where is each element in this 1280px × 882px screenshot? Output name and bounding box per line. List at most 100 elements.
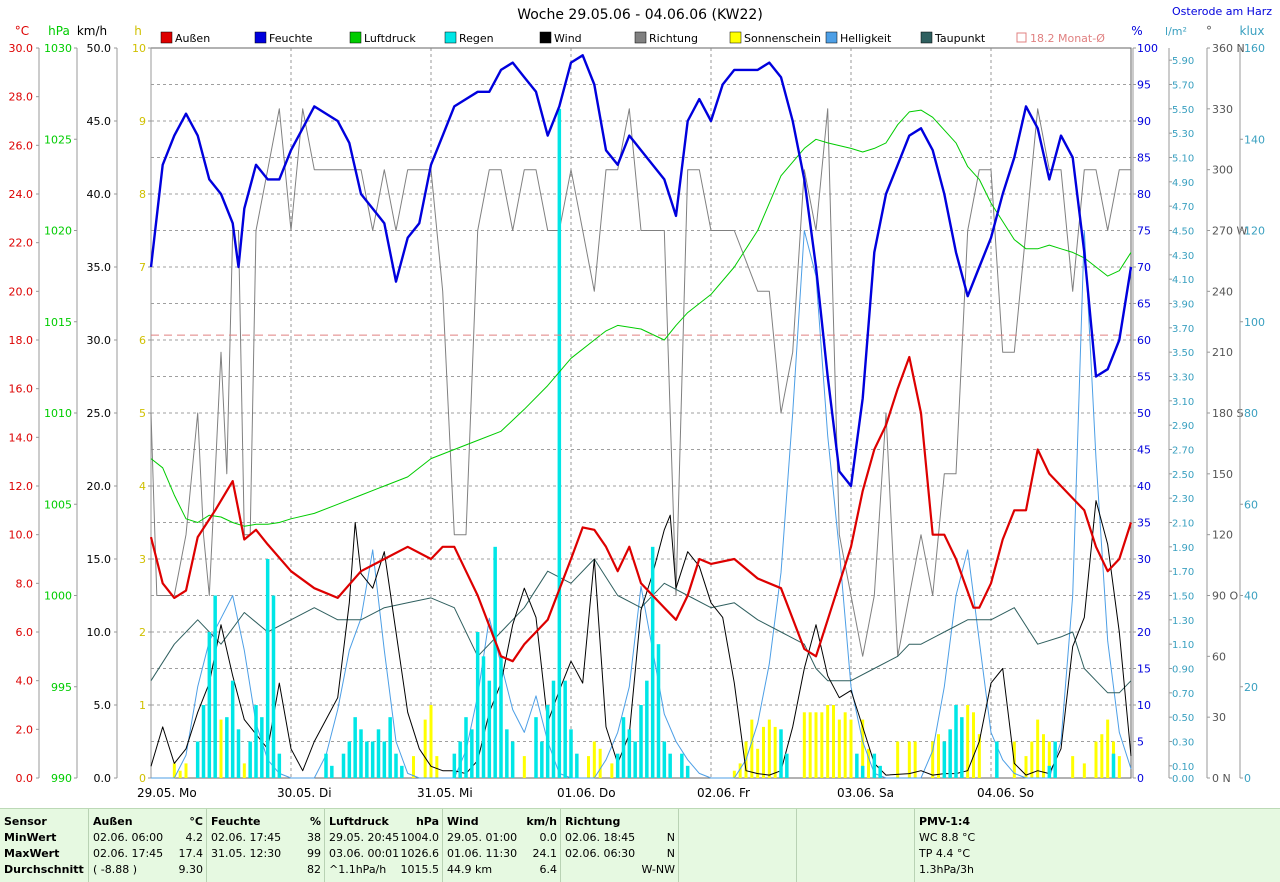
rain-bar — [942, 741, 947, 778]
sunshine-bar — [172, 763, 176, 778]
temp-tick-label: 6.0 — [16, 626, 34, 639]
rain-bar — [458, 741, 462, 778]
x-axis-day-label: 29.05. Mo — [137, 786, 197, 800]
stats-luftdruck-unit: hPa — [415, 815, 439, 828]
direction-tick-label: 0 N — [1212, 772, 1231, 785]
rain-bar — [353, 717, 357, 778]
sunshine-bar — [435, 756, 439, 778]
sunshine-bar — [732, 770, 736, 778]
sunshine-tick-label: 0 — [139, 772, 146, 785]
stats-feuchte-min-time: 02.06. 17:45 — [211, 831, 282, 844]
stats-feuchte-max-time: 31.05. 12:30 — [211, 847, 282, 860]
humidity-tick-label: 70 — [1137, 261, 1151, 274]
rain-bar — [201, 705, 206, 778]
x-axis-day-label: 03.06. Sa — [837, 786, 894, 800]
rain-bar — [948, 729, 952, 778]
stats-pmv-column: PMV-1:4 WC 8.8 °C TP 4.4 °C 1.3hPa/3h — [914, 809, 1280, 882]
location-label: Osterode am Harz — [1172, 5, 1272, 18]
sunshine-bar — [598, 748, 602, 778]
stats-richtung-header: Richtung — [565, 815, 621, 828]
legend-swatch — [254, 31, 267, 44]
temp-tick-label: 10.0 — [9, 529, 34, 542]
rain-bar — [650, 546, 655, 778]
pressure-tick-label: 1010 — [44, 407, 72, 420]
humidity-tick-label: 75 — [1137, 225, 1151, 238]
sunshine-bar — [522, 756, 526, 778]
rain-bar — [370, 741, 375, 778]
rain-bar — [236, 729, 241, 778]
left-axes: 30.028.026.024.022.020.018.016.014.012.0… — [9, 42, 152, 785]
pressure-tick-label: 995 — [51, 681, 72, 694]
humidity-tick-label: 85 — [1137, 152, 1151, 165]
rain-bar — [347, 741, 352, 778]
wind-tick-label: 0.0 — [94, 772, 112, 785]
direction-tick-label: 210 — [1212, 346, 1233, 359]
rain-bar — [341, 753, 346, 778]
rain-bar — [615, 753, 620, 778]
temp-tick-label: 16.0 — [9, 383, 34, 396]
sunshine-tick-label: 3 — [139, 553, 146, 566]
rain-bar — [213, 595, 217, 778]
humidity-tick-label: 0 — [1137, 772, 1144, 785]
stats-wind-unit: km/h — [526, 815, 557, 828]
direction-tick-label: 360 N — [1212, 42, 1245, 55]
rain-bar — [551, 680, 556, 778]
sunshine-unit-label: h — [134, 24, 142, 38]
stats-richtung-column: Richtung 02.06. 18:45 N 02.06. 06:30 N W-N… — [560, 809, 679, 882]
stats-richtung-avg-value: W-NW — [641, 863, 675, 876]
x-axis-day-label: 04.06. So — [977, 786, 1034, 800]
humidity-tick-label: 65 — [1137, 298, 1151, 311]
x-axis-day-label: 30.05. Di — [277, 786, 332, 800]
pressure-tick-label: 990 — [51, 772, 72, 785]
stats-wind-avg-value: 6.4 — [539, 863, 558, 876]
rain-bar — [534, 717, 538, 778]
humidity-tick-label: 40 — [1137, 480, 1151, 493]
stats-empty-column-2 — [796, 809, 915, 882]
direction-tick-label: 90 O — [1212, 590, 1238, 603]
stats-richtung-min-time: 02.06. 18:45 — [565, 831, 636, 844]
sunshine-bar — [1094, 741, 1098, 778]
temp-tick-label: 26.0 — [9, 139, 34, 152]
sunshine-bar — [913, 741, 917, 778]
stats-luftdruck-min-time: 29.05. 20:45 — [329, 831, 400, 844]
rain-tick-label: 1.10 — [1172, 640, 1194, 651]
wind-tick-label: 5.0 — [94, 699, 112, 712]
sunshine-bar — [814, 712, 818, 778]
humidity-tick-label: 80 — [1137, 188, 1151, 201]
x-axis-day-label: 31.05. Mi — [417, 786, 473, 800]
rain-bar — [855, 753, 859, 778]
sunshine-bar — [972, 712, 975, 778]
sunshine-bar — [826, 705, 830, 778]
wind-tick-label: 20.0 — [87, 480, 112, 493]
legend-label: Feuchte — [269, 32, 313, 45]
sunshine-bar — [1047, 741, 1051, 778]
rain-tick-label: 3.50 — [1172, 348, 1194, 359]
wind-unit-label: km/h — [77, 24, 107, 38]
brightness-line — [151, 230, 1132, 779]
sunshine-bar — [762, 726, 765, 778]
stats-aussen-min-value: 4.2 — [185, 831, 204, 844]
legend-swatch — [160, 31, 173, 44]
rain-tick-label: 0.10 — [1172, 762, 1194, 773]
humidity-unit-label: % — [1131, 24, 1142, 38]
rain-bar — [376, 729, 381, 778]
sunshine-bar — [773, 726, 777, 778]
right-axes: 1009590858075706560555045403530252015105… — [1132, 42, 1265, 785]
rain-tick-label: 1.30 — [1172, 616, 1194, 627]
rain-bar — [330, 765, 334, 778]
rain-bar — [685, 765, 690, 778]
stats-pmv-dewpoint: TP 4.4 °C — [919, 847, 971, 860]
stats-pmv-windchill: WC 8.8 °C — [919, 831, 976, 844]
sunshine-bar — [867, 748, 870, 778]
rain-bar — [195, 741, 200, 778]
rain-tick-label: 4.90 — [1172, 178, 1194, 189]
sunshine-bar — [820, 712, 824, 778]
sunshine-bar — [937, 734, 940, 778]
legend-swatch — [825, 31, 838, 44]
rain-unit-label: l/m² — [1165, 25, 1187, 38]
chart-title: Woche 29.05.06 - 04.06.06 (KW22) — [517, 7, 763, 23]
stats-wind-min-time: 29.05. 01:00 — [447, 831, 518, 844]
wind-tick-label: 45.0 — [87, 115, 112, 128]
rain-bar — [493, 546, 497, 778]
legend-swatch — [1016, 32, 1027, 43]
